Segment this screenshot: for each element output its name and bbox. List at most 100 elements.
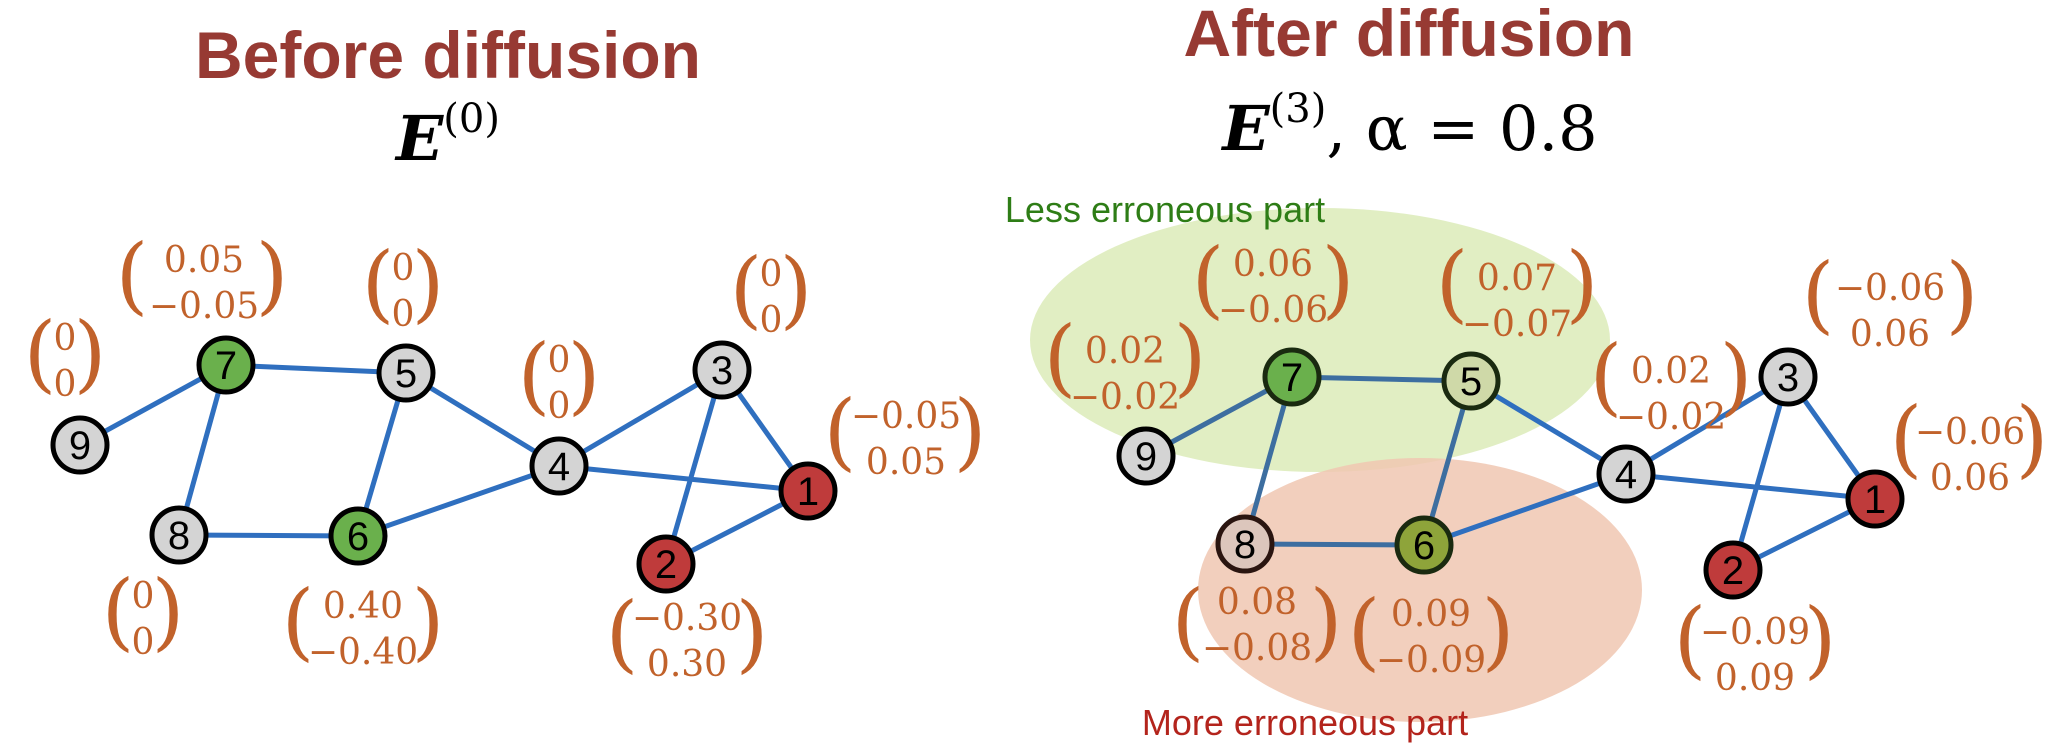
svg-text:(: ( [282,572,315,670]
svg-text:): ) [412,234,445,332]
before-formula-superscript: (0) [443,96,500,142]
after-vectors: ( ) 0.06 −0.06 ( ) 0.07 −0.07 ( ) 0.02 −… [1044,230,2049,699]
svg-text:): ) [2016,389,2049,487]
before-title: Before diffusion [195,18,701,92]
vector-n8: ( ) 0 0 [102,562,185,663]
edge-4-3 [1624,374,1790,477]
vector-n7: ( ) 0.06 −0.06 [1192,230,1355,331]
svg-text:(: ( [730,240,763,338]
vector-top: −0.09 [1700,612,1810,653]
svg-text:(: ( [1890,389,1923,487]
svg-text:(: ( [1436,234,1469,332]
after-formula: E(3), α = 0.8 [1220,86,1597,165]
node-3: 3 [692,340,752,400]
svg-text:(: ( [116,226,149,324]
svg-text:(: ( [362,234,395,332]
vector-bottom: 0 [392,294,415,335]
after-title: After diffusion [1184,0,1635,70]
edge-7-5 [225,362,407,376]
vector-bottom: 0.06 [1930,458,2010,499]
svg-text:): ) [1946,245,1979,343]
vector-top: 0 [392,248,415,289]
node-label: 1 [1864,478,1886,522]
node-9: 9 [50,415,110,475]
svg-text:): ) [74,304,107,402]
edge-4-1 [1625,471,1876,502]
node-2: 2 [1703,540,1763,600]
before-formula-symbol: E [394,102,444,175]
node-label: 8 [168,514,190,558]
node-label: 6 [347,515,369,559]
vector-top: 0.05 [164,240,244,281]
svg-text:): ) [412,572,445,670]
vector-n5: ( ) 0 0 [362,234,445,335]
svg-text:(: ( [606,584,639,682]
node-label: 5 [1460,360,1482,404]
node-4: 4 [529,436,589,496]
vector-bottom: −0.07 [1462,304,1572,345]
vector-n9: ( ) 0.02 −0.02 [1044,308,1207,418]
before-vectors: ( ) 0.05 −0.05 ( ) 0 0 ( ) 0 0 ( ) 0 0 [24,226,987,685]
vector-top: 0 [132,576,155,617]
svg-text:(: ( [1172,572,1205,670]
vector-n4: ( ) 0.02 −0.02 [1590,327,1753,438]
node-7: 7 [196,335,256,395]
vector-top: −0.06 [1835,268,1945,309]
svg-text:): ) [1322,230,1355,328]
vector-top: 0.08 [1217,582,1297,623]
svg-text:(: ( [102,562,135,660]
vector-bottom: −0.40 [308,632,418,673]
node-label: 9 [69,424,91,468]
edge-8-6 [1244,541,1425,548]
before-panel: Before diffusion E(0) 1 [24,18,987,685]
node-label: 6 [1413,524,1435,568]
node-label: 7 [1281,356,1303,400]
vector-top: −0.05 [851,396,961,437]
after-panel: Less erroneous part More erroneous part … [1005,0,2048,743]
vector-n3: ( ) 0 0 [730,240,813,341]
vector-top: 0.40 [323,586,403,627]
vector-bottom: 0 [54,364,77,405]
vector-bottom: 0.09 [1715,658,1795,699]
vector-bottom: 0.06 [1850,314,1930,355]
node-3: 3 [1758,347,1818,407]
vector-top: 0.09 [1391,594,1471,635]
svg-text:(: ( [1802,245,1835,343]
svg-text:): ) [1566,234,1599,332]
edge-5-4 [404,370,561,469]
node-8: 8 [149,505,209,565]
svg-text:(: ( [1044,308,1077,406]
vector-top: 0.07 [1477,258,1557,299]
vector-top: −0.06 [1915,412,2025,453]
svg-text:): ) [152,562,185,660]
edge-5-4 [1469,378,1628,477]
vector-n2: ( ) −0.09 0.09 [1674,590,1837,699]
vector-n1: ( ) −0.06 0.06 [1890,389,2049,499]
node-7: 7 [1262,347,1322,407]
vector-bottom: 0 [760,300,783,341]
svg-text:(: ( [1674,590,1707,688]
after-nodes: 1 2 3 4 5 6 7 [1116,347,1905,600]
node-9: 9 [1116,426,1176,486]
node-label: 8 [1234,523,1256,567]
vector-top: 0 [54,318,77,359]
node-4: 4 [1596,444,1656,504]
vector-bottom: 0.30 [647,644,727,685]
before-formula: E(0) [394,96,500,175]
vector-top: 0 [548,340,571,381]
node-6: 6 [328,506,388,566]
node-label: 3 [711,349,733,393]
vector-n7: ( ) 0.05 −0.05 [116,226,289,327]
vector-top: 0.02 [1631,351,1711,392]
after-formula-superscript: (3) [1270,86,1327,132]
node-8: 8 [1215,514,1275,574]
more-erroneous-region [1198,458,1642,722]
vector-bottom: −0.02 [1070,377,1180,418]
vector-bottom: −0.09 [1376,640,1486,681]
svg-text:): ) [780,240,813,338]
edge-3-2 [663,369,725,565]
node-5: 5 [376,343,436,403]
svg-text:E(3), α = 0.8: E(3), α = 0.8 [1220,86,1597,165]
svg-text:): ) [1720,327,1753,425]
node-1: 1 [1845,469,1905,529]
